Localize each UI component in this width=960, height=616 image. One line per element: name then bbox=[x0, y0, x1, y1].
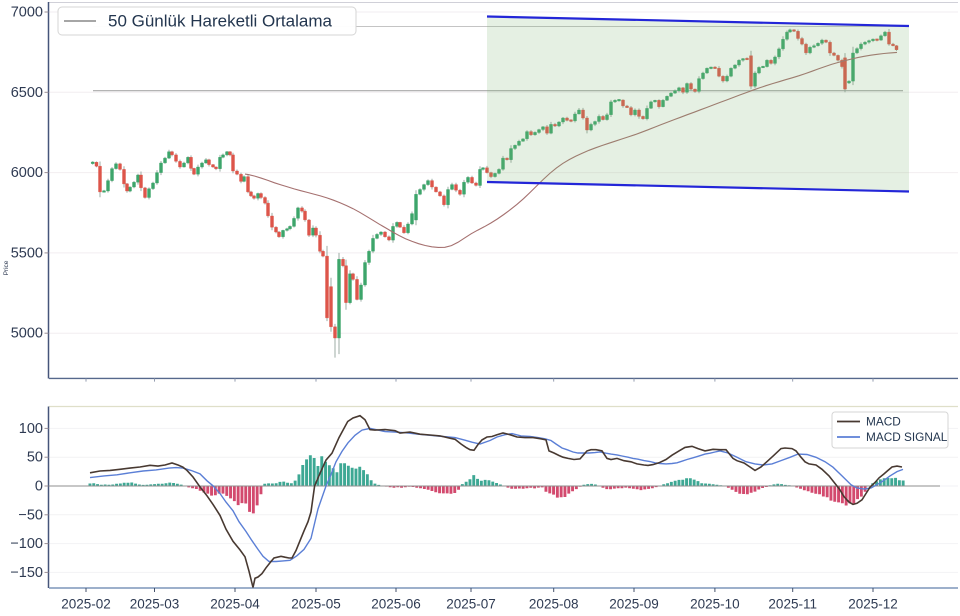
svg-text:5500: 5500 bbox=[11, 245, 43, 261]
svg-text:2025-05: 2025-05 bbox=[291, 597, 341, 612]
svg-text:6000: 6000 bbox=[11, 165, 43, 181]
svg-text:MACD SIGNAL: MACD SIGNAL bbox=[866, 430, 948, 444]
svg-text:2025-11: 2025-11 bbox=[768, 597, 817, 612]
svg-text:2025-08: 2025-08 bbox=[529, 597, 579, 612]
svg-text:−150: −150 bbox=[10, 565, 43, 581]
svg-text:−50: −50 bbox=[18, 507, 43, 523]
svg-text:2025-02: 2025-02 bbox=[61, 597, 111, 612]
svg-text:0: 0 bbox=[35, 479, 43, 495]
svg-text:2025-07: 2025-07 bbox=[446, 597, 496, 612]
svg-text:2025-10: 2025-10 bbox=[690, 597, 740, 612]
svg-text:5000: 5000 bbox=[11, 326, 43, 342]
svg-text:MACD: MACD bbox=[866, 415, 901, 429]
svg-text:50 Günlük Hareketli Ortalama: 50 Günlük Hareketli Ortalama bbox=[108, 12, 332, 31]
svg-text:6500: 6500 bbox=[11, 85, 43, 101]
svg-text:7000: 7000 bbox=[11, 5, 43, 21]
svg-text:Price: Price bbox=[3, 260, 10, 275]
svg-text:2025-12: 2025-12 bbox=[848, 597, 898, 612]
svg-text:2025-09: 2025-09 bbox=[609, 597, 659, 612]
svg-text:50: 50 bbox=[27, 450, 43, 466]
svg-text:2025-04: 2025-04 bbox=[210, 597, 260, 612]
svg-text:2025-06: 2025-06 bbox=[371, 597, 421, 612]
svg-text:100: 100 bbox=[19, 421, 43, 437]
svg-text:2025-03: 2025-03 bbox=[130, 597, 180, 612]
svg-text:−100: −100 bbox=[10, 536, 43, 552]
